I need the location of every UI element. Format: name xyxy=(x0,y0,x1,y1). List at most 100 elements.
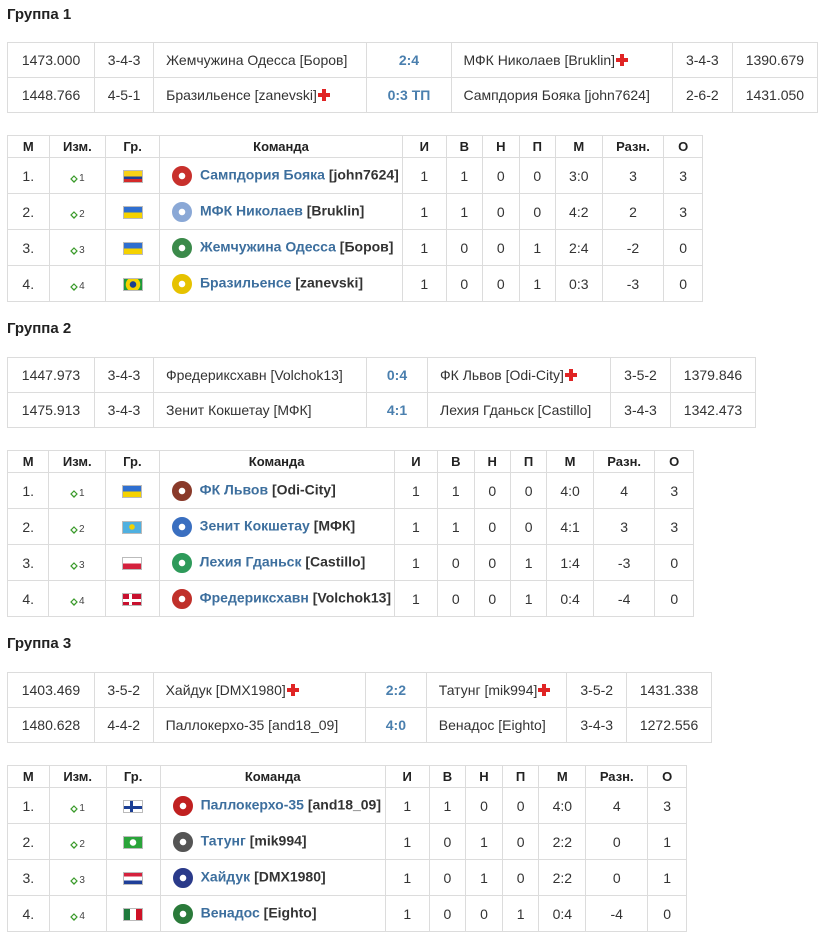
away-team[interactable]: МФК Николаев [Bruklin] xyxy=(450,42,673,78)
draws: 1 xyxy=(465,823,503,860)
team-name-link[interactable]: Жемчужина Одесса xyxy=(199,238,336,255)
country-flag-icon xyxy=(122,521,143,535)
team-cell[interactable]: Жемчужина Одесса [Боров] xyxy=(158,229,404,266)
position: 1. xyxy=(6,472,50,509)
goal-difference: 0 xyxy=(585,859,649,896)
match-score[interactable]: 0:3 ТП xyxy=(366,77,452,113)
header-pts: О xyxy=(663,135,703,158)
team-name-link[interactable]: Зенит Кокшетау xyxy=(199,517,310,534)
team-cell[interactable]: МФК Николаев [Bruklin] xyxy=(158,193,404,230)
team-name-link[interactable]: Татунг xyxy=(200,832,246,849)
played: 1 xyxy=(393,580,439,617)
played: 1 xyxy=(393,544,439,581)
table-row: 2. 2 Зенит Кокшетау [МФК] 1 1 0 0 4:1 3 … xyxy=(6,508,694,545)
rating-away: 1431.338 xyxy=(626,672,712,708)
home-team-label: Жемчужина Одесса [Боров] xyxy=(166,52,348,68)
home-team[interactable]: Паллокерхо-35 [and18_09] xyxy=(152,707,367,743)
header-diff: Разн. xyxy=(585,765,649,788)
team-cell[interactable]: ФК Львов [Odi-City] xyxy=(158,472,395,509)
change-value: 2 xyxy=(78,523,85,535)
goal-difference: 2 xyxy=(601,193,665,230)
home-team[interactable]: Хайдук [DMX1980] xyxy=(152,672,367,708)
goals: 4:0 xyxy=(538,787,587,824)
goal-difference: -4 xyxy=(585,895,649,932)
home-team[interactable]: Зенит Кокшетау [МФК] xyxy=(153,392,367,428)
team-cell[interactable]: Фредериксхавн [Volchok13] xyxy=(158,580,395,617)
header-pos: М xyxy=(6,450,50,473)
home-team[interactable]: Бразильенсе [zanevski] xyxy=(153,77,368,113)
match-score[interactable]: 4:0 xyxy=(365,707,427,743)
rating-away: 1342.473 xyxy=(670,392,756,428)
change-cell: 1 xyxy=(48,157,107,194)
header-chg: Изм. xyxy=(48,450,107,473)
match-score[interactable]: 4:1 xyxy=(366,392,428,428)
points: 0 xyxy=(647,895,687,932)
header-pos: М xyxy=(7,135,50,158)
team-owner: [and18_09] xyxy=(307,796,382,813)
match-score[interactable]: 0:4 xyxy=(366,357,428,393)
team-owner: [Боров] xyxy=(339,238,394,255)
draws: 0 xyxy=(482,193,520,230)
team-cell[interactable]: Хайдук [DMX1980] xyxy=(159,859,386,896)
team-logo-icon xyxy=(171,552,192,573)
team-cell[interactable]: Сампдория Бояка [john7624] xyxy=(158,157,404,194)
country-flag-cell xyxy=(105,544,160,581)
green-diamond-arrow-icon xyxy=(70,876,79,885)
goals: 1:4 xyxy=(546,544,594,581)
header-p: И xyxy=(384,765,430,788)
team-cell[interactable]: Бразильенсе [zanevski] xyxy=(158,265,404,302)
wins: 1 xyxy=(437,472,475,509)
match-score[interactable]: 2:2 xyxy=(365,672,427,708)
losses: 0 xyxy=(509,472,548,509)
team-logo-icon xyxy=(171,273,192,294)
away-team[interactable]: Лехия Гданьск [Castillo] xyxy=(427,392,611,428)
team-name-link[interactable]: ФК Львов xyxy=(199,481,269,498)
change-cell: 2 xyxy=(48,193,107,230)
table-row: 4. 4 Фредериксхавн [Volchok13] 1 0 0 1 0… xyxy=(6,580,694,617)
home-team[interactable]: Жемчужина Одесса [Боров] xyxy=(153,42,368,78)
home-team-label: Паллокерхо-35 [and18_09] xyxy=(165,717,339,733)
team-cell[interactable]: Паллокерхо-35 [and18_09] xyxy=(159,787,386,824)
wins: 0 xyxy=(428,859,467,896)
losses: 1 xyxy=(518,265,556,302)
team-name-link[interactable]: Лехия Гданьск xyxy=(199,553,302,570)
country-flag-cell xyxy=(105,265,160,302)
goals: 0:4 xyxy=(538,895,587,932)
away-team[interactable]: Венадос [Eighto] xyxy=(425,707,568,743)
home-team[interactable]: Фредериксхавн [Volchok13] xyxy=(153,357,367,393)
away-team[interactable]: Сампдория Бояка [john7624] xyxy=(450,77,673,113)
formation-away: 2-6-2 xyxy=(671,77,733,113)
team-cell[interactable]: Лехия Гданьск [Castillo] xyxy=(158,544,395,581)
green-diamond-arrow-icon xyxy=(70,525,78,534)
team-name-link[interactable]: МФК Николаев xyxy=(199,202,303,219)
table-row: 2. 2 МФК Николаев [Bruklin] 1 1 0 0 4:2 … xyxy=(7,193,703,230)
team-name-link[interactable]: Сампдория Бояка xyxy=(199,166,325,183)
team-name-link[interactable]: Хайдук xyxy=(200,868,251,885)
losses: 1 xyxy=(501,895,540,932)
match-score[interactable]: 2:4 xyxy=(366,42,452,78)
points: 0 xyxy=(663,229,703,266)
team-cell[interactable]: Венадос [Eighto] xyxy=(159,895,386,932)
team-name-link[interactable]: Бразильенсе xyxy=(199,274,292,291)
match-row: 1447.973 3-4-3 Фредериксхавн [Volchok13]… xyxy=(7,357,756,393)
losses: 1 xyxy=(518,229,556,266)
team-cell[interactable]: Татунг [mik994] xyxy=(159,823,386,860)
change-value: 2 xyxy=(79,208,85,220)
red-cross-icon xyxy=(616,54,629,66)
team-name-link[interactable]: Паллокерхо-35 xyxy=(200,796,304,813)
away-team[interactable]: Татунг [mik994] xyxy=(425,672,568,708)
team-name-link[interactable]: Венадос xyxy=(200,904,260,921)
away-team[interactable]: ФК Львов [Odi-City] xyxy=(427,357,611,393)
change-value: 3 xyxy=(79,874,85,886)
rating-away: 1379.846 xyxy=(670,357,756,393)
header-goals: М xyxy=(554,135,603,158)
draws: 0 xyxy=(473,472,511,509)
team-name-link[interactable]: Фредериксхавн xyxy=(199,589,309,606)
country-flag-cell xyxy=(105,859,161,896)
change-cell: 4 xyxy=(48,265,107,302)
team-cell[interactable]: Зенит Кокшетау [МФК] xyxy=(158,508,395,545)
table-row: 4. 4 Венадос [Eighto] 1 0 0 1 0:4 -4 0 xyxy=(7,895,687,932)
away-team-label: Венадос [Eighto] xyxy=(438,717,546,733)
formation-away: 3-4-3 xyxy=(671,42,733,78)
goal-difference: -4 xyxy=(592,580,656,617)
